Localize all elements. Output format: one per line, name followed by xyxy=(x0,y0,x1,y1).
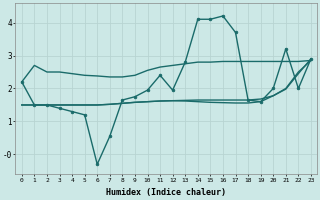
X-axis label: Humidex (Indice chaleur): Humidex (Indice chaleur) xyxy=(106,188,226,197)
